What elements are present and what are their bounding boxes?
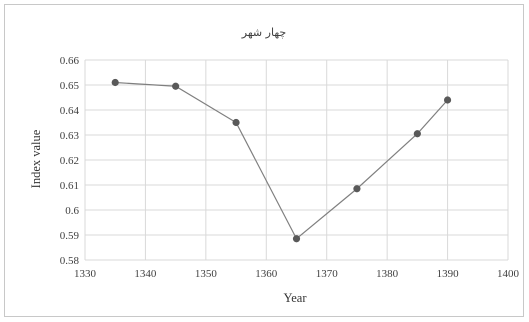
x-tick-label: 1330 — [74, 268, 97, 280]
data-points — [111, 78, 452, 243]
data-point — [111, 78, 119, 87]
data-point — [443, 96, 452, 104]
data-point — [353, 185, 361, 193]
x-tick-label: 1390 — [437, 268, 460, 280]
x-tick-label: 1370 — [316, 268, 339, 280]
y-tick-label: 0.61 — [60, 180, 79, 192]
x-tick-label: 1380 — [376, 268, 399, 280]
y-tick-label: 0.63 — [60, 130, 80, 142]
data-point — [292, 235, 301, 243]
y-tick-labels: 0.58 0.59 0.6 0.61 0.62 0.63 0.64 0.65 0.66 — [60, 55, 80, 267]
chart-title: چهار شهر — [241, 26, 286, 39]
data-point — [172, 82, 180, 90]
y-tick-label: 0.6 — [65, 205, 79, 217]
grid — [84, 59, 509, 261]
x-tick-label: 1350 — [195, 268, 218, 280]
y-tick-label: 0.62 — [60, 155, 79, 167]
y-tick-label: 0.64 — [60, 105, 80, 117]
x-axis-label: Year — [283, 291, 307, 305]
y-axis-label: Index value — [29, 129, 43, 188]
x-tick-label: 1400 — [497, 268, 520, 280]
x-tick-labels: 1330 1340 1350 1360 1370 1380 1390 1400 — [74, 268, 520, 280]
x-tick-label: 1360 — [255, 268, 278, 280]
x-tick-label: 1340 — [134, 268, 157, 280]
data-point — [232, 118, 240, 127]
data-point — [413, 130, 421, 138]
y-tick-label: 0.58 — [60, 255, 80, 267]
y-tick-label: 0.65 — [60, 80, 80, 92]
y-tick-label: 0.59 — [60, 230, 80, 242]
series-line — [115, 81, 449, 240]
y-tick-label: 0.66 — [60, 55, 80, 67]
